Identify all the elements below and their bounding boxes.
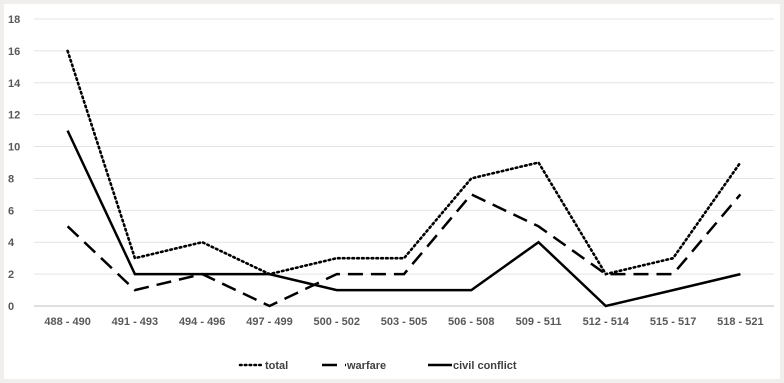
y-tick-label: 0: [8, 301, 14, 313]
y-tick-label: 12: [8, 110, 20, 122]
legend-label-total: total: [265, 360, 288, 372]
x-tick-label: 518 - 521: [717, 316, 763, 328]
x-tick-label: 494 - 496: [179, 316, 225, 328]
x-tick-label: 500 - 502: [313, 316, 359, 328]
y-tick-label: 14: [8, 78, 21, 90]
series-lines: [66, 49, 742, 308]
x-tick-label: 509 - 511: [516, 316, 562, 328]
y-tick-label: 16: [8, 46, 20, 58]
y-tick-label: 2: [8, 269, 14, 281]
x-tick-label: 506 - 508: [448, 316, 494, 328]
y-tick-label: 18: [8, 14, 20, 26]
legend: total warfare civil conflict: [238, 360, 517, 372]
x-tick-label: 497 - 499: [246, 316, 292, 328]
y-axis-ticks: 0 2 4 6 8 10 12 14 16 18: [8, 14, 21, 313]
legend-label-civil-conflict: civil conflict: [453, 360, 517, 372]
series-line-warfare: [66, 192, 742, 308]
y-tick-label: 8: [8, 173, 14, 185]
line-chart: 0 2 4 6 8 10 12 14 16 18 488 - 490 491 - 493 494 - …: [8, 14, 774, 372]
gridlines: [34, 18, 774, 307]
x-axis-ticks: 488 - 490 491 - 493 494 - 496 497 - 499 500 …: [44, 316, 763, 328]
x-tick-label: 491 - 493: [112, 316, 158, 328]
chart: 0 2 4 6 8 10 12 14 16 18 488 - 490 491 - 493 494 - …: [4, 4, 780, 379]
x-tick-label: 512 - 514: [583, 316, 630, 328]
x-tick-label: 515 - 517: [650, 316, 696, 328]
x-tick-label: 488 - 490: [44, 316, 90, 328]
y-tick-label: 6: [8, 205, 14, 217]
series-line-civil-conflict: [66, 130, 741, 308]
y-tick-label: 4: [8, 237, 15, 249]
x-tick-label: 503 - 505: [381, 316, 427, 328]
series-line-total: [66, 49, 742, 276]
legend-label-warfare: warfare: [346, 360, 386, 372]
y-tick-label: 10: [8, 142, 20, 154]
